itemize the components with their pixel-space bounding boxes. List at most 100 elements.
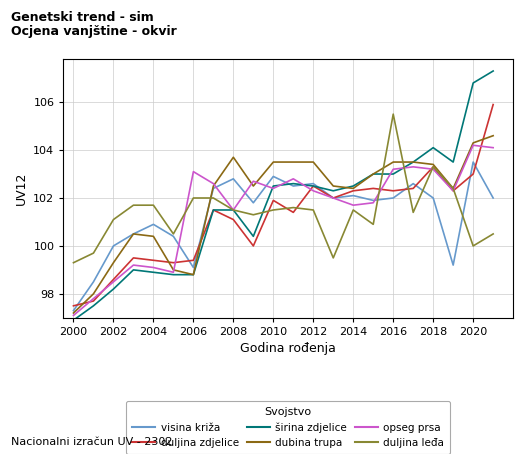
opseg prsa xyxy=(410,164,416,170)
visina križa xyxy=(270,174,277,179)
duljina zdjelice xyxy=(270,197,277,203)
dubina trupa xyxy=(90,291,97,296)
duljina zdjelice xyxy=(490,102,496,107)
širina zdjelice xyxy=(210,207,216,212)
dubina trupa xyxy=(170,267,177,272)
duljina zdjelice xyxy=(390,188,396,193)
dubina trupa xyxy=(110,260,116,266)
duljina leđa xyxy=(190,195,197,201)
duljina zdjelice xyxy=(430,164,436,170)
Text: Nacionalni izračun UV - 2302: Nacionalni izračun UV - 2302 xyxy=(11,437,172,447)
duljina leđa xyxy=(330,255,336,261)
opseg prsa xyxy=(470,143,476,148)
širina zdjelice xyxy=(310,183,316,189)
širina zdjelice xyxy=(450,159,457,165)
duljina zdjelice xyxy=(90,298,97,304)
opseg prsa xyxy=(450,188,457,193)
duljina leđa xyxy=(450,186,457,191)
dubina trupa xyxy=(210,183,216,189)
duljina leđa xyxy=(350,207,357,212)
širina zdjelice xyxy=(90,303,97,309)
duljina zdjelice xyxy=(290,210,296,215)
visina križa xyxy=(310,181,316,186)
duljina zdjelice xyxy=(370,186,377,191)
dubina trupa xyxy=(330,183,336,189)
visina križa xyxy=(350,193,357,198)
dubina trupa xyxy=(310,159,316,165)
visina križa xyxy=(490,195,496,201)
Legend: visina križa, duljina zdjelice, širina zdjelice, dubina trupa, opseg prsa, dulji: visina križa, duljina zdjelice, širina z… xyxy=(126,400,451,454)
duljina zdjelice xyxy=(210,207,216,212)
duljina leđa xyxy=(170,231,177,237)
opseg prsa xyxy=(330,195,336,201)
opseg prsa xyxy=(150,265,157,270)
X-axis label: Godina rođenja: Godina rođenja xyxy=(240,342,336,355)
širina zdjelice xyxy=(290,181,296,186)
duljina zdjelice xyxy=(310,183,316,189)
duljina leđa xyxy=(270,207,277,212)
Y-axis label: UV12: UV12 xyxy=(15,172,28,205)
visina križa xyxy=(290,183,296,189)
širina zdjelice xyxy=(70,317,77,323)
visina križa xyxy=(410,181,416,186)
opseg prsa xyxy=(230,207,236,212)
dubina trupa xyxy=(430,162,436,167)
opseg prsa xyxy=(370,200,377,206)
duljina leđa xyxy=(90,251,97,256)
visina križa xyxy=(130,231,136,237)
visina križa xyxy=(370,197,377,203)
širina zdjelice xyxy=(330,188,336,193)
duljina zdjelice xyxy=(350,188,357,193)
duljina leđa xyxy=(210,195,216,201)
opseg prsa xyxy=(190,169,197,174)
Text: Genetski trend - sim: Genetski trend - sim xyxy=(11,11,153,25)
duljina zdjelice xyxy=(170,260,177,266)
opseg prsa xyxy=(210,181,216,186)
visina križa xyxy=(90,279,97,285)
visina križa xyxy=(150,222,157,227)
dubina trupa xyxy=(450,186,457,191)
opseg prsa xyxy=(90,296,97,301)
opseg prsa xyxy=(110,279,116,285)
opseg prsa xyxy=(130,262,136,268)
širina zdjelice xyxy=(490,68,496,74)
visina križa xyxy=(230,176,236,182)
širina zdjelice xyxy=(470,80,476,86)
opseg prsa xyxy=(70,313,77,318)
duljina zdjelice xyxy=(110,277,116,282)
Line: opseg prsa: opseg prsa xyxy=(74,145,493,316)
duljina zdjelice xyxy=(470,171,476,177)
visina križa xyxy=(170,234,177,239)
duljina zdjelice xyxy=(410,186,416,191)
širina zdjelice xyxy=(430,145,436,150)
opseg prsa xyxy=(170,270,177,275)
duljina leđa xyxy=(110,217,116,222)
duljina zdjelice xyxy=(150,257,157,263)
duljina leđa xyxy=(470,243,476,249)
visina križa xyxy=(190,265,197,270)
visina križa xyxy=(470,159,476,165)
širina zdjelice xyxy=(130,267,136,272)
Text: Ocjena vanjštine - okvir: Ocjena vanjštine - okvir xyxy=(11,25,176,38)
duljina leđa xyxy=(310,207,316,212)
dubina trupa xyxy=(350,186,357,191)
visina križa xyxy=(330,195,336,201)
dubina trupa xyxy=(470,140,476,146)
Line: duljina leđa: duljina leđa xyxy=(74,114,493,263)
Line: visina križa: visina križa xyxy=(74,162,493,311)
širina zdjelice xyxy=(270,183,277,189)
širina zdjelice xyxy=(230,207,236,212)
dubina trupa xyxy=(190,272,197,277)
duljina zdjelice xyxy=(70,303,77,309)
širina zdjelice xyxy=(170,272,177,277)
opseg prsa xyxy=(430,167,436,172)
visina križa xyxy=(430,195,436,201)
duljina zdjelice xyxy=(230,217,236,222)
duljina leđa xyxy=(250,212,257,217)
duljina leđa xyxy=(290,205,296,210)
visina križa xyxy=(70,308,77,313)
opseg prsa xyxy=(270,186,277,191)
širina zdjelice xyxy=(110,286,116,292)
duljina zdjelice xyxy=(250,243,257,249)
visina križa xyxy=(450,262,457,268)
